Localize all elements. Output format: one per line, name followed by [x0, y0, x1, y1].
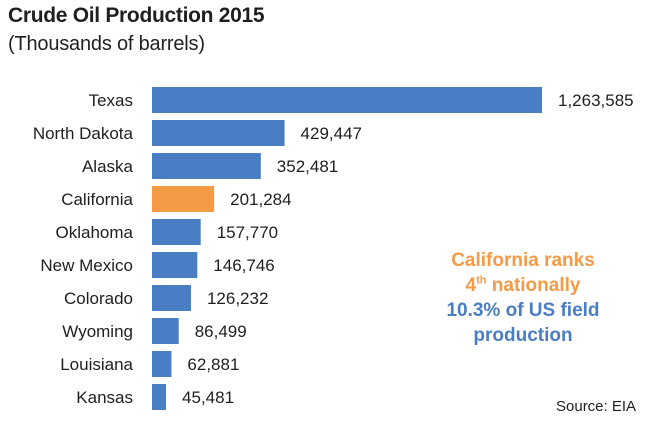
bar-kansas: [152, 384, 167, 410]
source-note: Source: EIA: [556, 398, 637, 415]
category-label-kansas: Kansas: [76, 388, 133, 407]
value-label-kansas: 45,481: [182, 388, 234, 407]
category-label-colorado: Colorado: [64, 289, 133, 308]
bar-oklahoma: [152, 219, 201, 245]
bar-north-dakota: [152, 120, 285, 146]
category-label-alaska: Alaska: [82, 157, 134, 176]
annotation-line-2: 4th nationally: [418, 273, 628, 298]
california-annotation: California ranks 4th nationally 10.3% of…: [418, 248, 628, 348]
value-label-colorado: 126,232: [207, 289, 268, 308]
value-label-louisiana: 62,881: [187, 355, 239, 374]
value-label-alaska: 352,481: [277, 157, 338, 176]
annotation-line-3: 10.3% of US field: [446, 300, 600, 321]
annotation-line-4: production: [473, 325, 573, 346]
annotation-rank-rest: nationally: [486, 275, 581, 296]
bar-wyoming: [152, 318, 179, 344]
bar-california: [152, 186, 215, 212]
annotation-rank-suffix: th: [476, 274, 487, 287]
bar-new-mexico: [152, 252, 198, 278]
annotation-rank: 4: [465, 275, 477, 296]
category-label-north-dakota: North Dakota: [33, 124, 134, 143]
category-label-california: California: [61, 190, 133, 209]
category-label-new-mexico: New Mexico: [40, 256, 133, 275]
value-label-north-dakota: 429,447: [301, 124, 362, 143]
value-label-new-mexico: 146,746: [213, 256, 274, 275]
category-label-texas: Texas: [89, 91, 133, 110]
category-label-wyoming: Wyoming: [62, 322, 133, 341]
value-label-texas: 1,263,585: [558, 91, 634, 110]
bar-colorado: [152, 285, 191, 311]
bar-texas: [152, 87, 542, 113]
category-label-louisiana: Louisiana: [60, 355, 133, 374]
chart-subtitle: (Thousands of barrels): [8, 33, 205, 55]
bar-louisiana: [152, 351, 172, 377]
value-label-oklahoma: 157,770: [217, 223, 278, 242]
category-label-oklahoma: Oklahoma: [56, 223, 134, 242]
value-label-california: 201,284: [230, 190, 291, 209]
chart-title: Crude Oil Production 2015: [8, 4, 265, 27]
bar-alaska: [152, 153, 261, 179]
value-label-wyoming: 86,499: [195, 322, 247, 341]
annotation-line-1: California ranks: [451, 250, 595, 271]
